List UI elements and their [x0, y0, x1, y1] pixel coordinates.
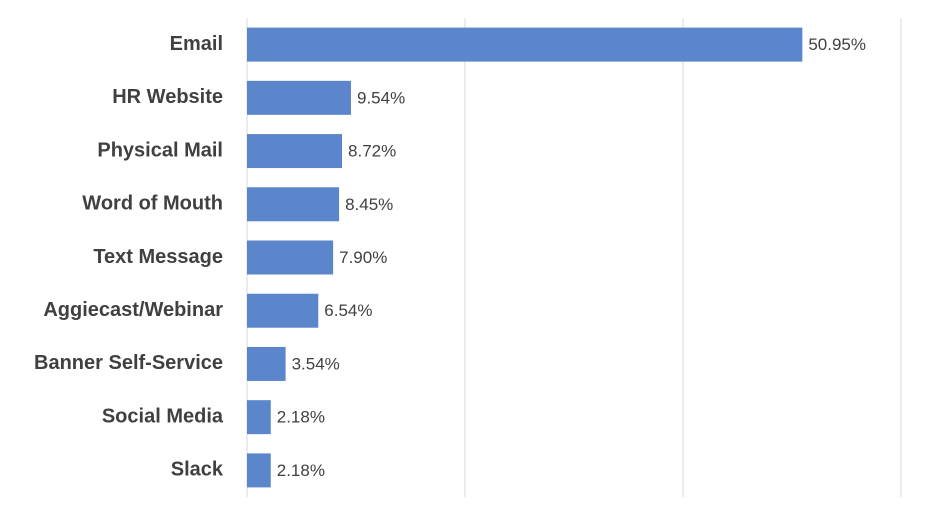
y-tick-label: Word of Mouth: [82, 193, 223, 215]
data-label: 7.90%: [339, 248, 387, 267]
data-label: 50.95%: [808, 35, 866, 54]
bar: [247, 400, 271, 435]
y-tick-label: Slack: [171, 459, 224, 481]
y-tick-label: Text Message: [93, 246, 223, 268]
data-label: 8.72%: [348, 142, 396, 161]
bar: [247, 80, 351, 115]
y-tick-label: Social Media: [102, 405, 224, 427]
bar: [247, 346, 286, 381]
bar: [247, 453, 271, 488]
bar: [247, 27, 803, 62]
y-tick-label: Aggiecast/Webinar: [43, 299, 223, 321]
data-label: 2.18%: [277, 461, 325, 480]
data-label: 2.18%: [277, 408, 325, 427]
y-tick-label: Physical Mail: [97, 139, 223, 161]
data-label: 6.54%: [324, 301, 372, 320]
bar: [247, 187, 340, 222]
bar: [247, 240, 334, 275]
bar: [247, 134, 343, 169]
bar: [247, 293, 319, 328]
data-label: 8.45%: [345, 195, 393, 214]
y-tick-label: Email: [170, 33, 223, 55]
data-label: 9.54%: [357, 88, 405, 107]
y-tick-label: HR Website: [112, 86, 223, 108]
y-tick-label: Banner Self-Service: [34, 352, 223, 374]
data-label: 3.54%: [292, 354, 340, 373]
